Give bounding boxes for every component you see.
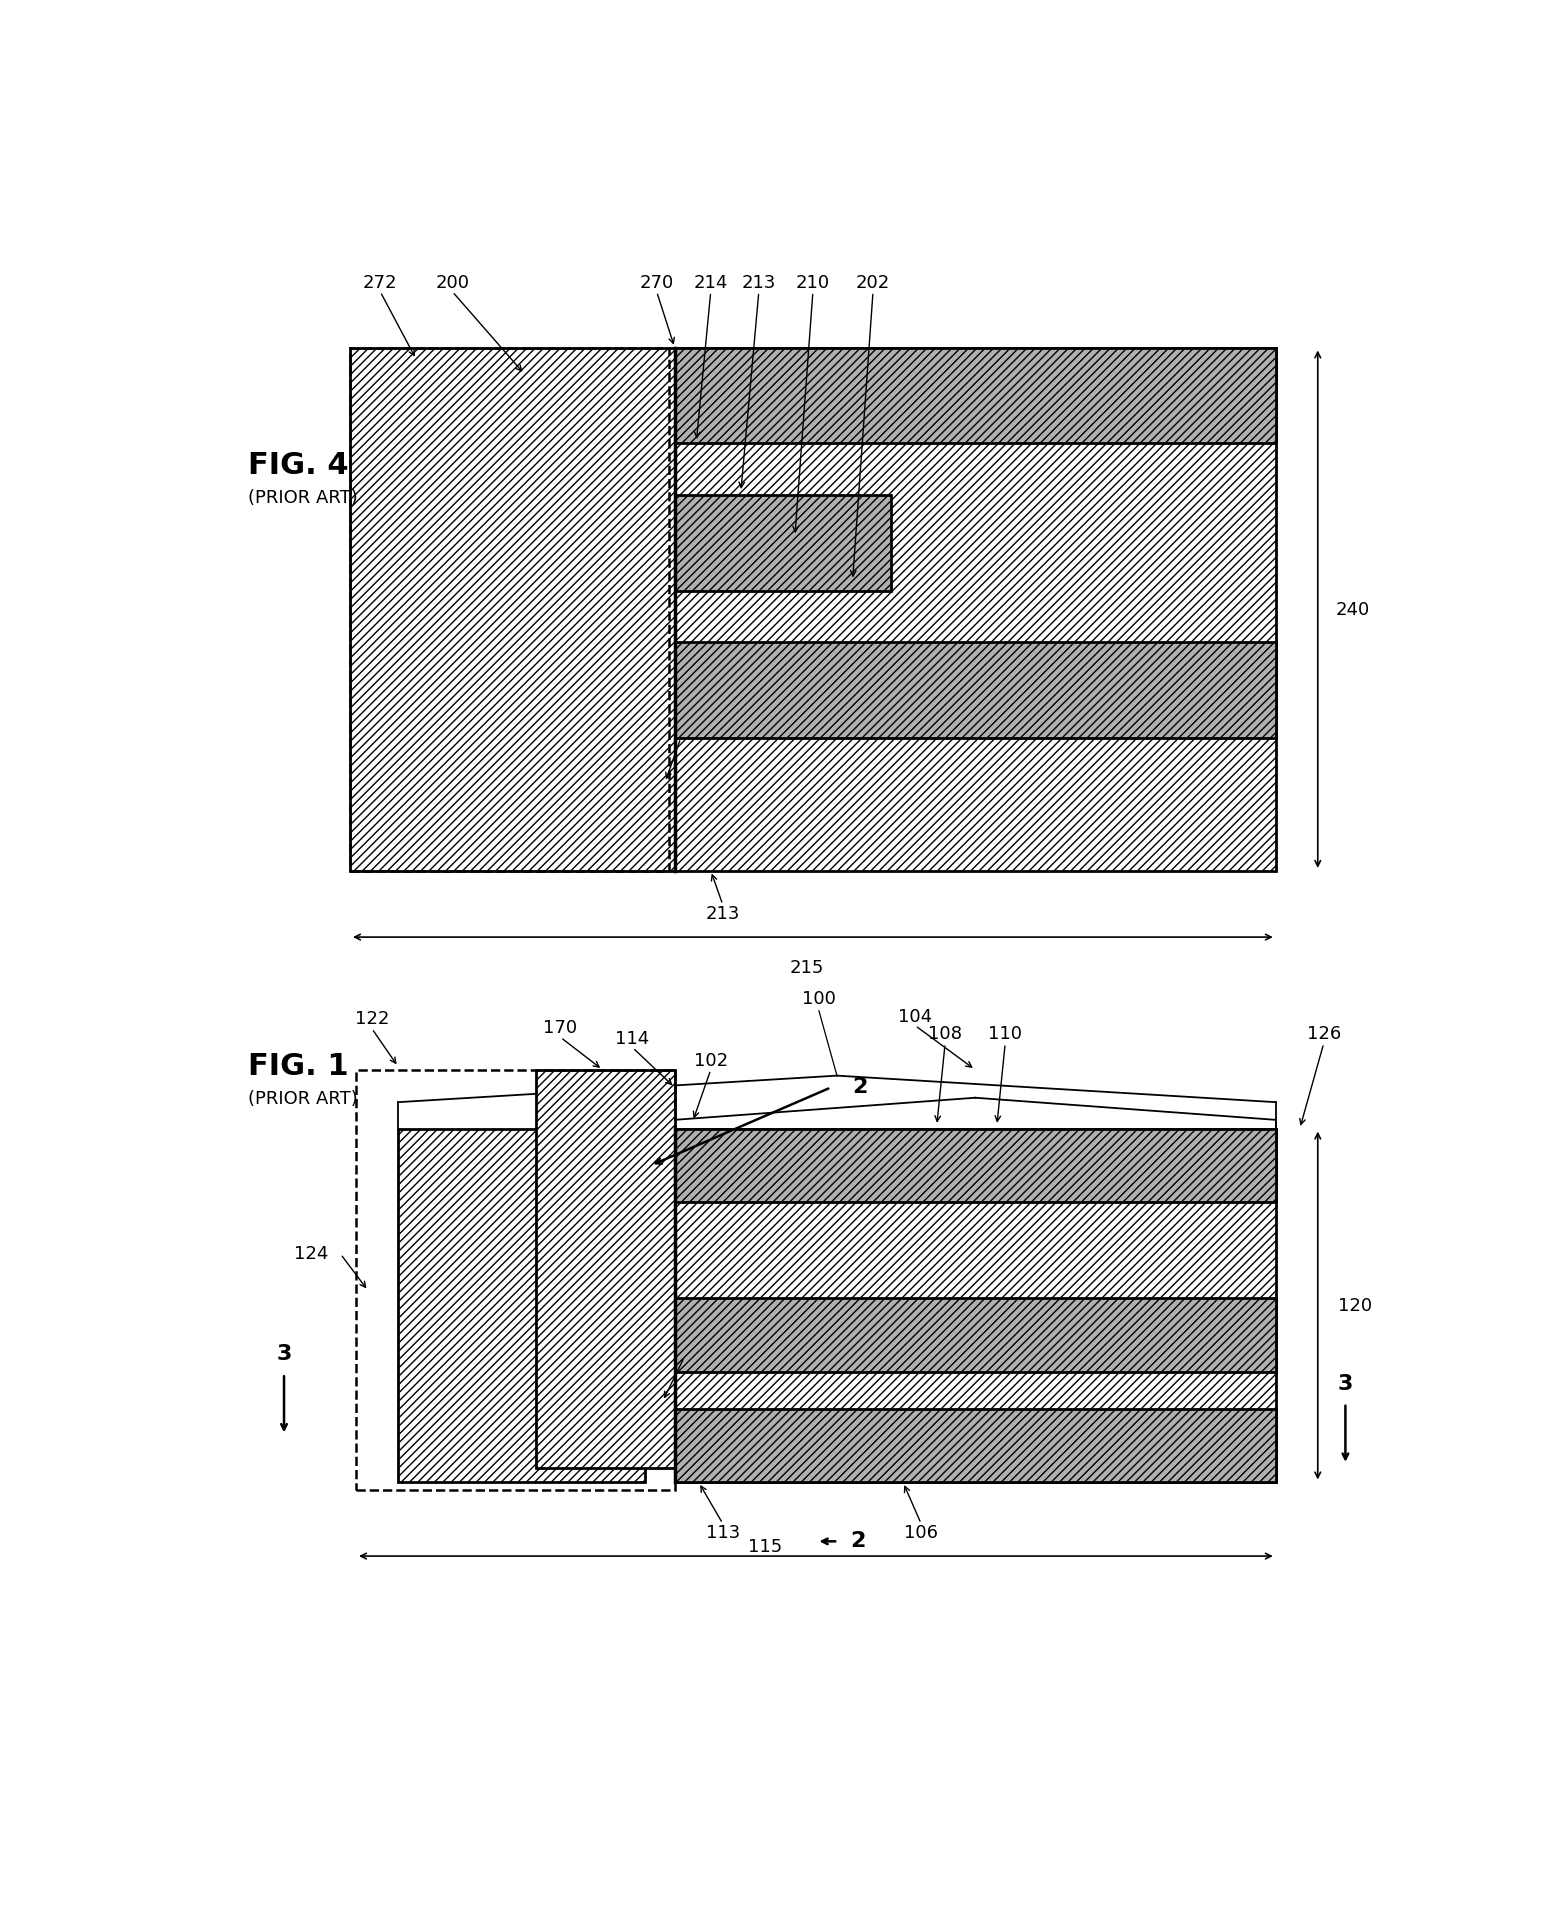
Text: 240: 240 xyxy=(1335,601,1370,618)
Text: 124: 124 xyxy=(295,1244,329,1263)
Text: 272: 272 xyxy=(363,274,397,291)
Bar xyxy=(675,1409,1276,1481)
Text: 114: 114 xyxy=(616,1030,650,1047)
Text: 2: 2 xyxy=(850,1531,865,1552)
Bar xyxy=(675,348,1276,444)
Text: 210: 210 xyxy=(796,274,830,291)
Bar xyxy=(351,348,668,871)
Bar xyxy=(357,1070,675,1489)
Bar xyxy=(675,1298,1276,1372)
Text: 200: 200 xyxy=(436,274,470,291)
Text: 270: 270 xyxy=(639,274,673,291)
Bar xyxy=(675,496,890,591)
Bar xyxy=(351,348,675,871)
Text: 100: 100 xyxy=(802,990,836,1009)
Text: 104: 104 xyxy=(898,1007,932,1026)
Text: (PRIOR ART): (PRIOR ART) xyxy=(248,1091,358,1108)
Text: 214: 214 xyxy=(693,274,727,291)
Text: FIG. 1: FIG. 1 xyxy=(248,1053,349,1081)
Text: FIG. 4: FIG. 4 xyxy=(248,452,349,480)
Text: 120: 120 xyxy=(1339,1296,1373,1315)
Text: 106: 106 xyxy=(904,1524,938,1541)
Text: 2: 2 xyxy=(853,1078,869,1097)
Text: 202: 202 xyxy=(856,274,890,291)
Bar xyxy=(399,1129,645,1481)
Bar xyxy=(537,1070,675,1468)
Text: 115: 115 xyxy=(748,1539,782,1556)
Text: 108: 108 xyxy=(927,1026,962,1043)
Bar xyxy=(675,643,1276,739)
Text: 102: 102 xyxy=(693,1051,727,1070)
Text: (PRIOR ART): (PRIOR ART) xyxy=(248,488,358,507)
Text: 213: 213 xyxy=(741,274,776,291)
Text: 3: 3 xyxy=(1337,1374,1352,1393)
Text: 170: 170 xyxy=(543,1020,577,1037)
Text: 122: 122 xyxy=(355,1011,389,1028)
Text: 213: 213 xyxy=(706,905,740,923)
Bar xyxy=(675,1129,1276,1202)
Text: 110: 110 xyxy=(988,1026,1022,1043)
Text: 126: 126 xyxy=(1306,1026,1342,1043)
Text: 3: 3 xyxy=(276,1344,292,1365)
Text: 215: 215 xyxy=(789,959,824,978)
Bar xyxy=(675,348,1276,871)
Bar xyxy=(675,1129,1276,1481)
Text: 113: 113 xyxy=(706,1524,740,1541)
